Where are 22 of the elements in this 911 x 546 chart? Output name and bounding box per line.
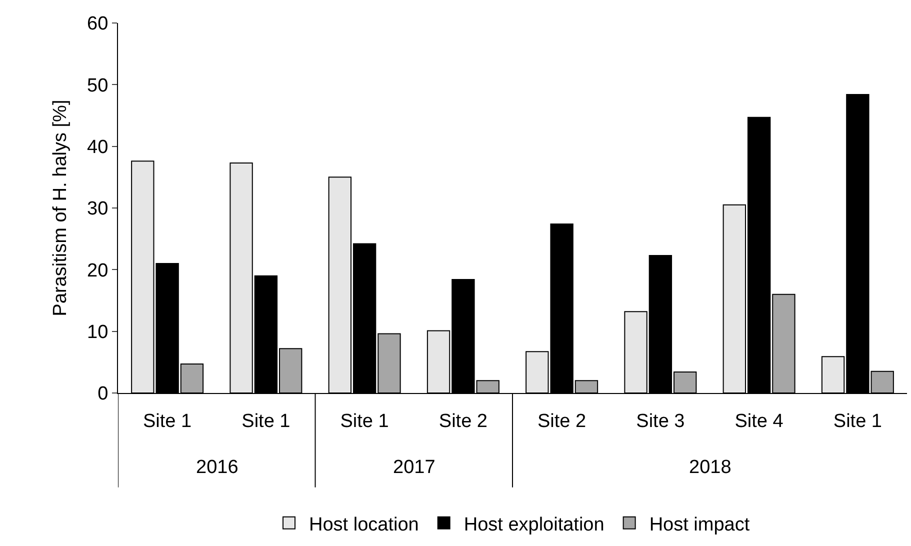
text: 2018 [689, 457, 732, 478]
x-tick-label: Site 2 [438, 410, 488, 432]
x-tick-label: Site 4 [734, 410, 784, 432]
x-tick-label: Site 1 [833, 410, 882, 432]
y-tick-label: 20 [87, 260, 108, 282]
text: 2017 [393, 457, 436, 478]
x-tick-label: Site 1 [340, 410, 389, 432]
x-tick-label: Site 2 [538, 410, 586, 432]
x-tick-label: Site 1 [143, 410, 192, 432]
y-tick-label: 50 [87, 75, 108, 96]
y-tick-label: 10 [87, 322, 108, 343]
y-tick-label: 30 [87, 198, 108, 220]
x-tick-label: Site 1 [242, 410, 290, 432]
legend-label: Host exploitation [464, 514, 604, 536]
y-tick-label: 0 [98, 384, 108, 405]
x-tick-label: Site 3 [636, 410, 685, 432]
y-tick-label: 40 [87, 136, 108, 158]
legend-label: Host location [309, 514, 419, 536]
legend-label: Host impact [649, 514, 750, 536]
y-axis-title: Parasitism of H. halys [%] [50, 100, 71, 316]
text: 2016 [196, 457, 238, 478]
y-tick-label: 60 [87, 14, 108, 35]
